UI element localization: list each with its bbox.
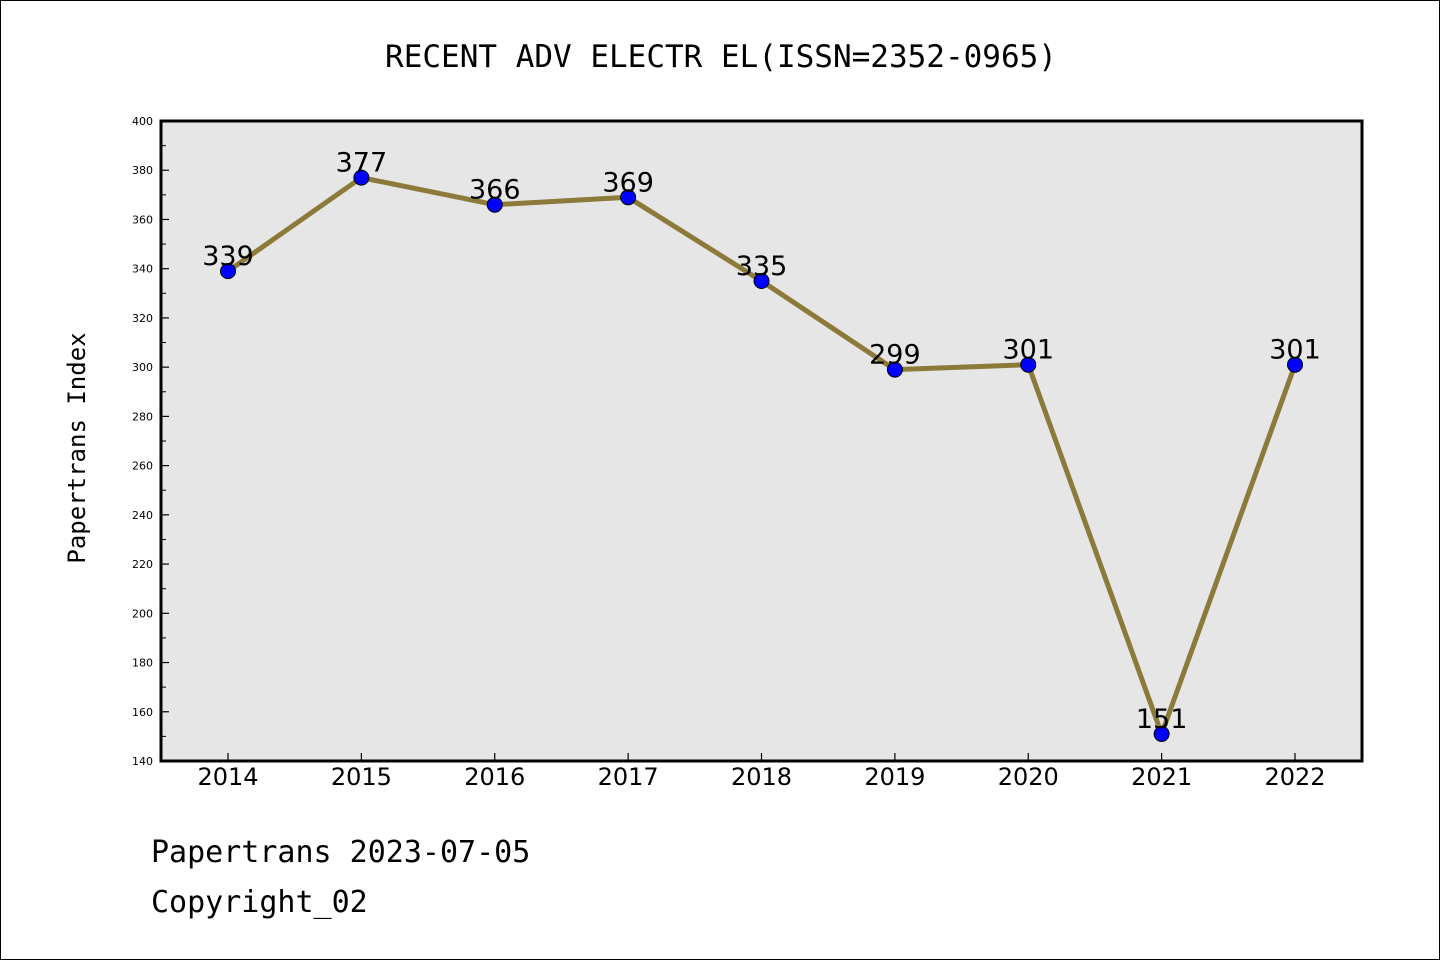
data-label: 301 [1002,335,1054,366]
data-labels: 339 377 366 369 335 299 301 151 301 [202,148,1321,735]
y-tick-label: 360 [132,213,153,226]
x-tick-label: 2015 [331,763,392,791]
x-tick-label: 2021 [1131,763,1192,791]
data-point-marker [1287,356,1303,373]
data-point-marker [353,169,370,186]
data-point-marker [486,196,503,213]
data-point-marker [620,189,637,206]
x-tick-label: 2019 [864,763,925,791]
y-tick-label: 340 [132,263,153,276]
y-tick-label: 140 [132,755,153,768]
data-label: 301 [1269,335,1321,366]
y-tick-label: 160 [132,706,153,719]
data-label: 299 [869,340,921,371]
data-label: 369 [602,167,654,198]
y-tick-label: 260 [132,460,153,473]
x-tick-label: 2020 [998,763,1059,791]
plot-area [159,119,1364,763]
y-tick-label: 320 [132,312,153,325]
x-tick-label: 2014 [197,763,258,791]
chart-title: RECENT ADV ELECTR EL(ISSN=2352-0965) [385,39,1057,75]
x-tick-label: 2018 [731,763,792,791]
data-label: 366 [469,175,521,206]
data-label: 335 [736,251,788,282]
footer-date-text: Papertrans 2023-07-05 [151,835,531,870]
series-layer [220,169,1303,742]
y-tick-label: 200 [132,607,153,620]
x-tick-label: 2022 [1264,763,1325,791]
data-label: 151 [1136,704,1188,735]
y-tick-label: 180 [132,657,153,670]
data-point-marker [220,263,236,280]
y-tick-label: 300 [132,361,153,374]
y-tick-label: 240 [132,509,153,522]
footer-copyright-text: Copyright_02 [151,885,368,920]
data-label: 339 [202,241,254,272]
data-point-marker [1153,725,1170,742]
y-tick-label: 380 [132,164,153,177]
data-point-marker [1020,356,1037,373]
x-tick-label: 2016 [464,763,525,791]
y-tick-label: 280 [132,410,153,423]
y-tick-label: 400 [132,115,153,128]
axis-ticks: 140 160 180 200 220 240 260 280 300 320 340 360 380 4… [132,115,1326,791]
x-tick-label: 2017 [598,763,659,791]
data-label: 377 [336,148,388,179]
y-axis-label: Papertrans Index [63,332,91,563]
y-tick-label: 220 [132,558,153,571]
data-point-marker [886,361,903,378]
data-point-marker [753,273,770,289]
